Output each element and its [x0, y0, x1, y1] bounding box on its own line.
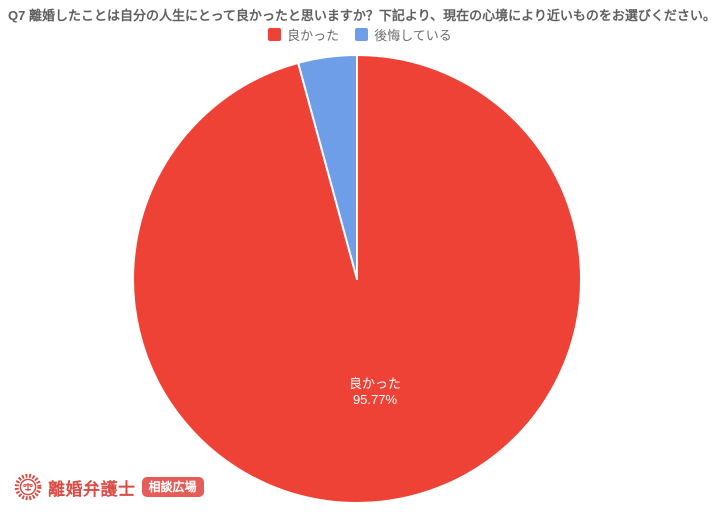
legend-swatch-good: [268, 28, 282, 41]
legend-label-good: 良かった: [287, 28, 340, 43]
pie-slice-2[interactable]: [297, 54, 358, 280]
chart-title: Q7 離婚したことは自分の人生にとって良かったと思いますか？下記より、現在の心境…: [8, 8, 716, 23]
chart-legend: 良かった 後悔している: [0, 25, 720, 44]
legend-item-good[interactable]: 良かった: [268, 25, 339, 44]
brand-name: 離婚弁護士: [48, 479, 136, 499]
legend-label-regret: 後悔している: [374, 28, 452, 43]
brand-badge: 相談広場: [141, 477, 204, 497]
legend-swatch-regret: [355, 28, 369, 41]
site-logo[interactable]: 離婚弁護士 相談広場: [14, 472, 204, 502]
legend-item-regret[interactable]: 後悔している: [355, 25, 452, 44]
seal-scales-icon: [14, 473, 42, 501]
